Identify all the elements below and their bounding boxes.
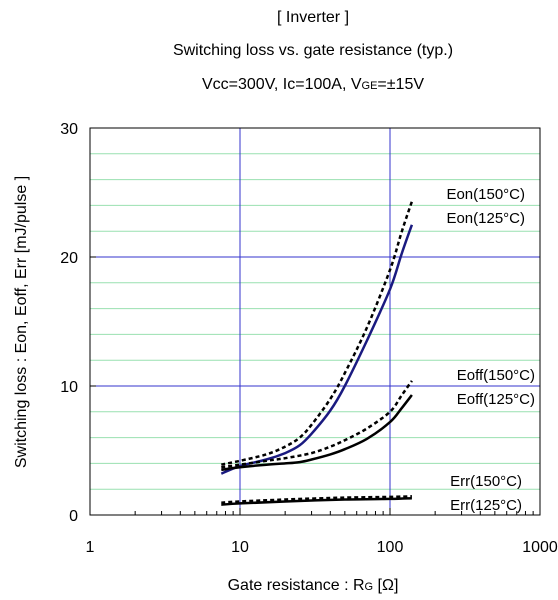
series-label: Eon(150°C) (446, 186, 525, 203)
y-tick-labels: 0 10 20 30 (60, 121, 78, 525)
major-grid (90, 128, 540, 515)
series-line-eon-150-c (221, 201, 414, 466)
series-label: Eon(125°C) (446, 210, 525, 227)
x-axis-label-unit: [Ω] (373, 577, 398, 594)
series-label: Eoff(150°C) (457, 367, 535, 384)
x-axis-label-main: Gate resistance : R (228, 577, 365, 594)
chart-title-line-3: Vcc=300V, Ic=100A, VGE=±15V (202, 76, 424, 93)
chart-title-line-2: Switching loss vs. gate resistance (typ.… (173, 42, 453, 59)
y-axis-label: Switching loss : Eon, Eoff, Err [mJ/puls… (13, 176, 30, 468)
chart-title-line-1: [ Inverter ] (277, 9, 349, 26)
series-line-err-125-c (221, 496, 412, 506)
axis-ticks (89, 127, 541, 516)
x-axis-label: Gate resistance : RG [Ω] (228, 577, 399, 594)
plot-area (90, 128, 540, 515)
series-labels: Eon(150°C) Eon(125°C) Eoff(150°C) Eoff(125°… (446, 186, 535, 514)
series-label: Eoff(125°C) (457, 391, 535, 408)
series-layer (220, 201, 414, 506)
series-line-eoff-125-c (221, 394, 413, 472)
x-tick-labels: 1 10 100 1000 (86, 539, 558, 556)
plot-frame (89, 127, 541, 516)
series-line-eoff-150-c (221, 380, 413, 469)
x-tick-label: 1 (86, 539, 95, 556)
x-tick-label: 1000 (522, 539, 558, 556)
x-tick-label: 10 (231, 539, 249, 556)
y-tick-label: 20 (60, 250, 78, 267)
y-tick-label: 0 (69, 508, 78, 525)
title-condition-end: =±15V (377, 76, 424, 93)
series-line-err-150-c (221, 495, 412, 504)
title-condition-main: Vcc=300V, Ic=100A, V (202, 76, 362, 93)
minor-grid (90, 153, 540, 490)
series-label: Err(150°C) (450, 473, 522, 490)
y-tick-label: 30 (60, 121, 78, 138)
title-condition-sub: GE (362, 80, 378, 92)
x-tick-label: 100 (377, 539, 404, 556)
x-axis-label-sub: G (365, 581, 374, 593)
y-tick-label: 10 (60, 379, 78, 396)
series-label: Err(125°C) (450, 497, 522, 514)
